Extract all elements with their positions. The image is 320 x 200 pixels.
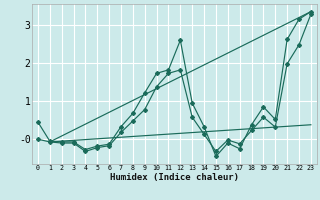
- X-axis label: Humidex (Indice chaleur): Humidex (Indice chaleur): [110, 173, 239, 182]
